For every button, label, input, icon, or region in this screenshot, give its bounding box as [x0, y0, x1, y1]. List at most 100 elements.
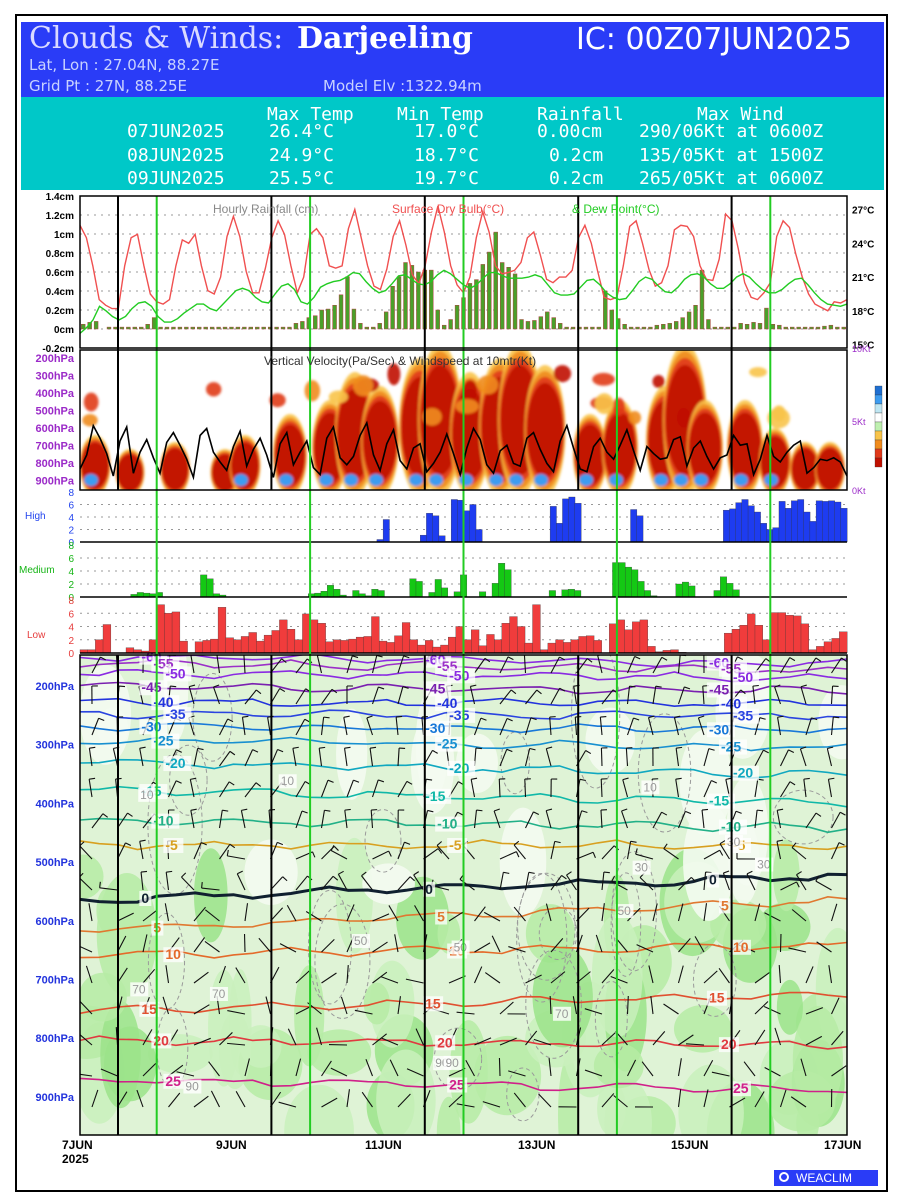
cloud-bar — [574, 590, 582, 598]
rain-bar — [822, 325, 827, 330]
rh-contour-label: 10 — [643, 780, 657, 794]
cloud-bar — [432, 646, 441, 654]
dry-pocket — [818, 685, 847, 760]
cloud-bar — [424, 640, 434, 654]
wind-barb-flag — [800, 684, 807, 688]
weaclim-logo: WEACLIM — [774, 1170, 878, 1186]
temp-label-bg — [139, 891, 152, 906]
wind-barb — [678, 938, 691, 953]
cloud-bar — [568, 496, 576, 543]
wind-barb — [193, 1004, 210, 1015]
rain-bar — [377, 323, 382, 330]
pressure-level-label: 400hPa — [35, 388, 74, 400]
wind-barb — [344, 748, 348, 767]
row-min-temp: 17.0°C — [414, 121, 480, 142]
rain-bar — [293, 323, 299, 330]
wind-barb-flag — [676, 746, 683, 749]
cloud-bar — [793, 615, 802, 654]
cloud-bar — [401, 622, 411, 654]
wind-barb-flag — [759, 717, 766, 720]
cloud-bar — [217, 607, 227, 654]
rain-bar — [699, 269, 705, 330]
descent-cell — [279, 474, 293, 486]
wind-barb — [499, 718, 508, 736]
temperature-contour-label: -10 — [437, 816, 457, 832]
wind-barb — [703, 1089, 709, 1108]
wind-barb-flag — [344, 746, 351, 749]
wind-barb — [456, 1011, 475, 1015]
wind-barb-flag — [515, 851, 520, 858]
temperature-contour-label: -30 — [709, 721, 729, 737]
temp-label-bg — [718, 739, 747, 755]
wind-barb — [791, 909, 807, 922]
rh-contour — [307, 889, 352, 1005]
cloud-bar — [125, 647, 135, 654]
wind-barb — [600, 747, 603, 767]
wind-barb — [244, 782, 257, 798]
wind-barb-flag — [476, 809, 483, 812]
cloud-bar — [509, 616, 518, 654]
rain-axis-label: 1.4cm — [46, 192, 74, 203]
rain-bar — [145, 324, 150, 330]
rain-bar — [396, 276, 402, 330]
wind-barb — [525, 811, 534, 829]
cloud-bar — [631, 569, 639, 598]
wind-barb — [752, 686, 756, 705]
temp-label-bg — [730, 765, 759, 781]
cloud-bar — [426, 513, 433, 543]
wind-barb-flag — [719, 849, 724, 856]
cloud-bar — [378, 640, 388, 654]
wind-barb-flag — [229, 750, 236, 756]
rain-axis-label: 0cm — [54, 325, 74, 336]
rh-contour — [314, 903, 371, 1019]
wind-barb — [287, 1028, 297, 1046]
temperature-contour-label: -35 — [449, 707, 469, 723]
temperature-contour-label: 10 — [165, 946, 181, 962]
wind-barb — [574, 717, 578, 736]
wind-barb — [193, 748, 199, 767]
cloud-bar — [363, 636, 372, 654]
wind-barb — [240, 810, 246, 829]
cloud-bar — [741, 499, 749, 543]
cloud-bar — [747, 613, 756, 654]
wind-barb-flag — [513, 840, 520, 846]
rain-bar — [203, 326, 208, 330]
cloud-bar — [501, 623, 510, 654]
x-tick-label: 13JUN — [518, 1138, 555, 1152]
rain-bar — [255, 326, 260, 330]
wind-barb-flag — [586, 658, 593, 663]
wind-barb — [397, 655, 405, 674]
wind-barb-flag — [80, 872, 84, 878]
temperature-contour-label: -15 — [709, 793, 729, 809]
cloud-bar — [747, 505, 755, 543]
wind-barb-flag — [585, 750, 592, 755]
wind-barb — [456, 1103, 475, 1108]
wind-barb — [610, 976, 628, 984]
wind-barb — [219, 843, 231, 860]
rain-bar — [835, 326, 840, 330]
wind-barb — [524, 872, 530, 891]
wind-barb-flag — [507, 656, 514, 661]
wind-barb-flag — [803, 777, 810, 780]
wind-barb — [241, 717, 246, 736]
panel-frame — [79, 349, 848, 491]
wind-barb-flag — [227, 718, 234, 723]
wind-barb-flag — [839, 811, 846, 816]
wind-barb — [100, 1068, 118, 1077]
rain-bar — [628, 326, 634, 330]
cloud-tick-label: 2 — [68, 580, 74, 591]
wind-barb-flag — [181, 872, 187, 878]
wind-barb — [88, 748, 93, 767]
wind-barb-flag — [222, 809, 229, 812]
wind-barb-flag — [406, 780, 413, 785]
rain-bar — [435, 309, 440, 330]
wind-barb-flag — [197, 747, 204, 751]
rh-contour — [637, 713, 692, 833]
cloud-bar — [194, 641, 204, 654]
wind-barb — [372, 1033, 387, 1046]
wind-barb-flag — [708, 748, 715, 751]
temp-label-bg — [151, 695, 180, 711]
wind-barb-flag — [661, 656, 668, 661]
wind-barb — [803, 779, 807, 798]
rain-bar — [712, 326, 718, 330]
